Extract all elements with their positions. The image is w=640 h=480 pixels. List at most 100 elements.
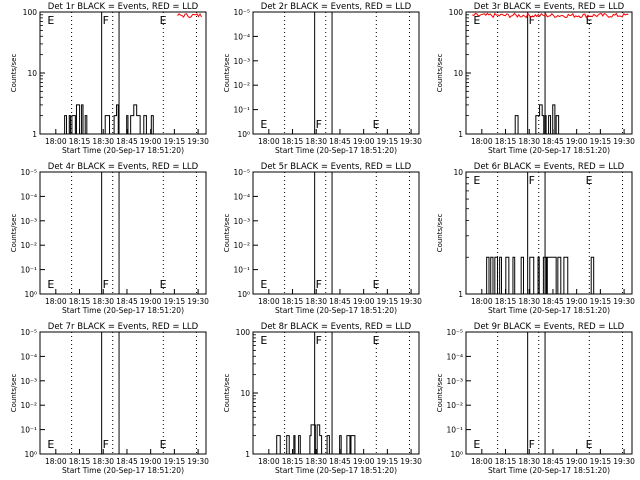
x-tick-label: 18:45 xyxy=(116,457,138,466)
x-tick-label: 19:00 xyxy=(566,137,588,146)
x-tick-label: 19:15 xyxy=(164,137,186,146)
y-tick-label: 10⁻² xyxy=(20,241,37,250)
y-tick-label: 10⁰ xyxy=(24,290,37,299)
y-tick-label: 100 xyxy=(23,8,38,17)
events-trace xyxy=(55,104,157,135)
event-marker-e: E xyxy=(473,14,480,27)
event-marker-e: E xyxy=(160,14,167,27)
y-tick-label: 10⁻⁵ xyxy=(233,168,250,177)
x-tick-label: 18:15 xyxy=(495,457,517,466)
x-tick-label: 19:00 xyxy=(566,297,588,306)
x-axis-label: Start Time (20-Sep-17 18:51:20) xyxy=(62,146,184,155)
x-axis-label: Start Time (20-Sep-17 18:51:20) xyxy=(488,306,610,315)
panel-title: Det 2r BLACK = Events, RED = LLD xyxy=(261,2,412,12)
x-tick-label: 19:15 xyxy=(590,457,612,466)
lld-trace xyxy=(472,12,629,19)
x-tick-label: 19:30 xyxy=(400,137,422,146)
y-axis-label: Counts/sec xyxy=(223,374,231,413)
x-tick-label: 19:15 xyxy=(377,457,399,466)
event-marker-e: E xyxy=(473,174,480,187)
y-tick-label: 10⁻³ xyxy=(20,377,37,386)
detector-panel-7: Det 7r BLACK = Events, RED = LLD 10⁰ 10⁻¹ 1… xyxy=(10,322,209,475)
x-tick-label: 18:45 xyxy=(116,297,138,306)
x-tick-label: 18:45 xyxy=(542,297,564,306)
plot-frame xyxy=(39,11,207,135)
event-marker-e: E xyxy=(586,174,593,187)
y-tick-label: 10⁻³ xyxy=(233,217,250,226)
y-tick-label: 10⁰ xyxy=(237,290,250,299)
y-tick-label: 100 xyxy=(449,8,464,17)
x-axis-label: Start Time (20-Sep-17 18:51:20) xyxy=(275,306,397,315)
x-tick-label: 19:15 xyxy=(590,137,612,146)
event-marker-f: F xyxy=(529,174,535,187)
x-tick-label: 18:30 xyxy=(518,137,540,146)
event-marker-e: E xyxy=(160,278,167,291)
x-tick-label: 18:00 xyxy=(45,297,67,306)
y-tick-label: 10⁰ xyxy=(237,130,250,139)
events-trace xyxy=(481,256,598,295)
x-tick-label: 19:00 xyxy=(140,137,162,146)
panel-title: Det 4r BLACK = Events, RED = LLD xyxy=(48,162,199,172)
y-axis-label: Counts/sec xyxy=(436,214,444,253)
y-tick-label: 10 xyxy=(27,69,37,78)
y-tick-label: 10⁻⁵ xyxy=(233,8,250,17)
y-tick-label: 10⁻² xyxy=(446,401,463,410)
x-tick-label: 19:30 xyxy=(613,457,635,466)
x-tick-label: 18:00 xyxy=(258,297,280,306)
y-tick-label: 10 xyxy=(240,389,250,398)
y-tick-label: 1 xyxy=(32,130,37,139)
detector-panel-8: Det 8r BLACK = Events, RED = LLD 1 10 100 Co… xyxy=(223,322,422,475)
x-tick-label: 19:30 xyxy=(400,297,422,306)
y-tick-label: 10⁰ xyxy=(450,450,463,459)
panel-title: Det 1r BLACK = Events, RED = LLD xyxy=(48,2,199,12)
plot-frame xyxy=(252,331,420,455)
plot-frame xyxy=(39,331,207,455)
x-tick-label: 18:15 xyxy=(282,457,304,466)
x-tick-label: 18:15 xyxy=(282,137,304,146)
x-tick-label: 18:30 xyxy=(305,297,327,306)
x-tick-label: 18:15 xyxy=(495,137,517,146)
x-axis-label: Start Time (20-Sep-17 18:51:20) xyxy=(275,146,397,155)
x-tick-label: 19:15 xyxy=(377,297,399,306)
x-tick-label: 18:00 xyxy=(471,457,493,466)
x-tick-label: 18:15 xyxy=(69,137,91,146)
x-tick-label: 18:45 xyxy=(542,457,564,466)
x-tick-label: 18:00 xyxy=(258,457,280,466)
y-tick-label: 10⁻¹ xyxy=(446,426,463,435)
y-tick-label: 10⁻² xyxy=(233,241,250,250)
event-marker-f: F xyxy=(529,14,535,27)
x-tick-label: 18:30 xyxy=(518,457,540,466)
y-axis-label: Counts/sec xyxy=(223,54,231,93)
x-tick-label: 19:15 xyxy=(164,297,186,306)
event-marker-e: E xyxy=(260,334,267,347)
y-axis-label: Counts/sec xyxy=(10,214,18,253)
x-tick-label: 18:00 xyxy=(45,457,67,466)
x-tick-label: 19:30 xyxy=(613,137,635,146)
x-tick-label: 18:15 xyxy=(69,297,91,306)
detector-panel-2: Det 2r BLACK = Events, RED = LLD 10⁰ 10⁻¹ 1… xyxy=(223,2,422,155)
plot-frame xyxy=(252,171,420,295)
x-tick-label: 19:15 xyxy=(590,297,612,306)
x-tick-label: 19:00 xyxy=(566,457,588,466)
detector-panel-6: Det 6r BLACK = Events, RED = LLD 1 10 Count… xyxy=(436,162,635,315)
events-trace xyxy=(276,424,361,455)
y-tick-label: 10⁻¹ xyxy=(233,266,250,275)
x-tick-label: 19:30 xyxy=(400,457,422,466)
plot-frame xyxy=(465,171,633,295)
event-marker-e: E xyxy=(160,438,167,451)
y-tick-label: 10⁻³ xyxy=(446,377,463,386)
y-tick-label: 10⁻¹ xyxy=(20,426,37,435)
panel-title: Det 8r BLACK = Events, RED = LLD xyxy=(261,322,412,332)
y-axis-label: Counts/sec xyxy=(436,374,444,413)
detector-panel-4: Det 4r BLACK = Events, RED = LLD 10⁰ 10⁻¹ 1… xyxy=(10,162,209,315)
x-tick-label: 19:15 xyxy=(377,137,399,146)
y-tick-label: 100 xyxy=(236,328,251,337)
event-marker-e: E xyxy=(373,118,380,131)
y-axis-label: Counts/sec xyxy=(223,214,231,253)
x-tick-label: 19:00 xyxy=(353,297,375,306)
x-axis-label: Start Time (20-Sep-17 18:51:20) xyxy=(488,146,610,155)
y-tick-label: 10⁻⁴ xyxy=(233,32,250,41)
y-axis-label: Counts/sec xyxy=(10,374,18,413)
x-tick-label: 18:45 xyxy=(329,297,351,306)
